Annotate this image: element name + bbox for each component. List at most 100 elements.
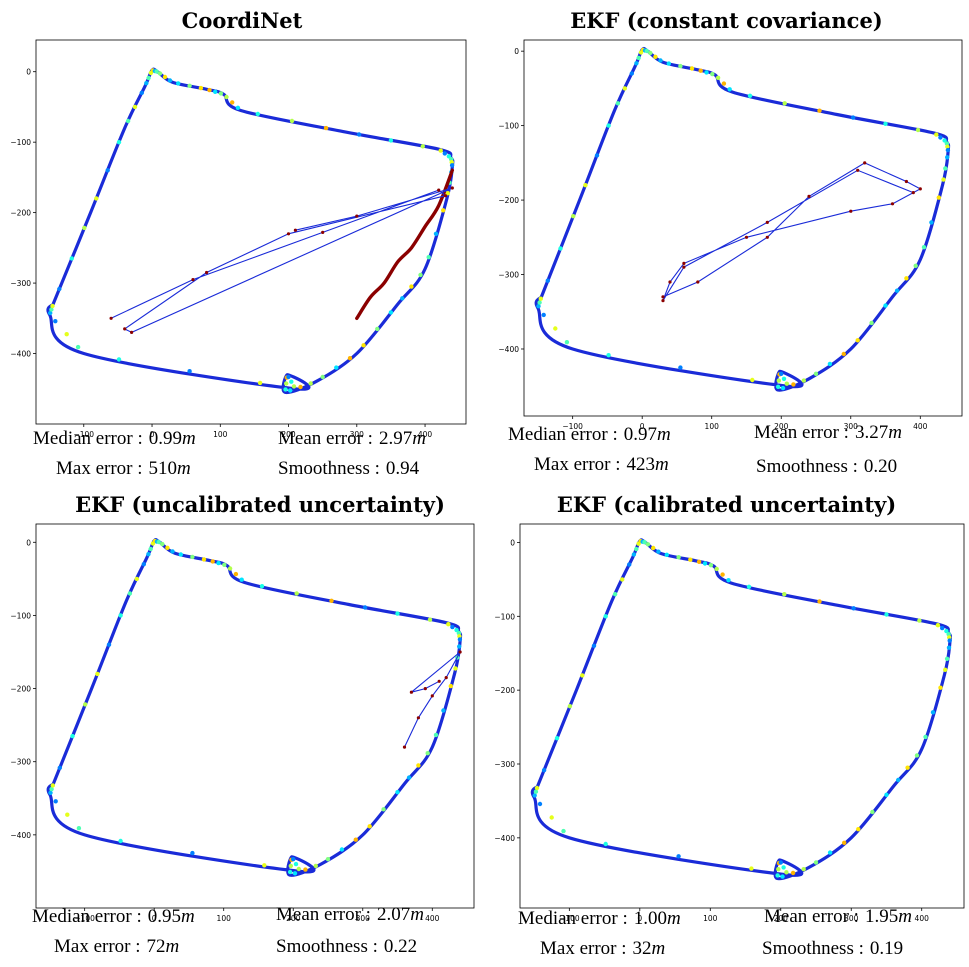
error-marker	[776, 378, 781, 383]
median-error-unit: m	[666, 908, 681, 929]
error-marker	[658, 58, 663, 63]
max-error-label: Max error :	[534, 454, 621, 475]
max-error-unit: m	[177, 458, 191, 479]
error-marker	[883, 121, 888, 127]
y-tick-label: −300	[494, 760, 515, 769]
error-marker	[727, 87, 732, 92]
error-marker	[642, 540, 647, 545]
error-marker	[591, 643, 597, 648]
error-marker	[156, 539, 161, 545]
error-marker	[644, 48, 649, 54]
error-marker	[257, 380, 263, 386]
error-marker	[851, 606, 856, 611]
error-marker	[190, 554, 195, 560]
max-error-value: 510	[148, 458, 178, 479]
panel-ekf-calibrated: EKF (calibrated uncertainty) −100 0 100 200…	[484, 484, 969, 967]
y-tick-label: 0	[514, 47, 519, 56]
error-marker	[558, 246, 563, 251]
x-tick-label: 100	[705, 422, 720, 431]
error-marker	[537, 801, 543, 807]
error-marker	[656, 549, 661, 554]
error-marker	[936, 195, 941, 200]
panel-title: EKF (uncalibrated uncertainty)	[75, 492, 445, 517]
error-marker	[534, 785, 540, 791]
error-marker	[603, 841, 608, 847]
error-marker	[255, 111, 260, 117]
error-marker	[339, 847, 345, 852]
error-marker	[715, 75, 721, 80]
error-marker	[433, 231, 439, 236]
error-marker	[116, 357, 122, 362]
error-marker	[210, 559, 215, 564]
error-marker	[227, 566, 233, 571]
error-marker	[580, 673, 585, 678]
error-marker	[53, 319, 58, 324]
error-marker	[620, 577, 625, 582]
y-tick-label: 0	[26, 68, 31, 77]
error-marker	[549, 815, 554, 820]
y-tick-label: −400	[498, 345, 519, 354]
outlier-marker	[109, 316, 113, 320]
y-tick-label: −100	[10, 611, 31, 620]
error-marker	[95, 671, 100, 677]
error-marker	[438, 148, 443, 153]
error-marker	[53, 799, 58, 804]
error-marker	[554, 736, 560, 741]
y-tick-label: −200	[10, 209, 31, 218]
error-marker	[721, 81, 727, 86]
error-marker	[780, 385, 786, 391]
smoothness-label: Smoothness :	[278, 458, 380, 479]
outlier-marker	[205, 270, 209, 275]
median-error-value: 0.99	[148, 428, 182, 449]
error-marker	[457, 637, 463, 642]
mean-error-value: 2.07	[376, 904, 411, 925]
error-marker	[82, 225, 87, 231]
mean-error-unit: m	[888, 422, 902, 443]
error-marker	[817, 108, 822, 113]
outlier-marker	[444, 676, 448, 680]
error-marker	[76, 826, 82, 831]
error-marker	[884, 612, 889, 617]
trajectory-plot: −100 0 100 200 300 400 0 −100 −200 −300 −400	[494, 523, 965, 923]
error-marker	[567, 704, 573, 709]
outlier-marker	[744, 235, 749, 239]
outlier-marker	[437, 679, 441, 683]
error-marker	[944, 628, 949, 634]
outlier-marker	[286, 232, 291, 236]
plot-area	[530, 538, 952, 881]
x-tick-label: −100	[74, 914, 95, 923]
error-marker	[689, 66, 695, 71]
error-marker	[406, 775, 412, 780]
error-marker	[541, 768, 547, 773]
outlier-marker	[293, 228, 297, 232]
error-marker	[571, 214, 576, 219]
mean-error: Mean error :1.95m	[764, 906, 912, 928]
error-marker	[702, 561, 708, 566]
error-marker	[313, 863, 318, 869]
y-tick-label: 0	[510, 538, 515, 547]
error-marker	[288, 863, 293, 869]
error-marker	[606, 123, 611, 128]
outlier-marker	[430, 694, 434, 698]
smoothness: Smoothness :0.94	[278, 458, 419, 480]
error-marker	[118, 613, 123, 618]
error-marker	[132, 104, 138, 110]
error-marker	[943, 166, 948, 171]
error-marker	[289, 379, 294, 384]
median-error-label: Median error :	[33, 428, 143, 449]
error-marker	[747, 93, 753, 98]
max-error: Max error :423m	[534, 454, 669, 476]
outlier-marker	[423, 687, 427, 691]
error-marker	[325, 857, 331, 862]
error-marker	[157, 71, 163, 76]
error-marker	[94, 196, 99, 201]
error-marker	[224, 94, 229, 100]
mean-error-value: 1.95	[864, 906, 899, 927]
error-marker	[704, 70, 709, 75]
error-marker	[710, 71, 715, 77]
x-tick-label: 0	[640, 422, 645, 431]
x-tick-label: 200	[286, 914, 301, 923]
max-error: Max error :32m	[540, 938, 665, 960]
error-marker	[118, 838, 123, 844]
outlier-marker	[661, 299, 665, 303]
